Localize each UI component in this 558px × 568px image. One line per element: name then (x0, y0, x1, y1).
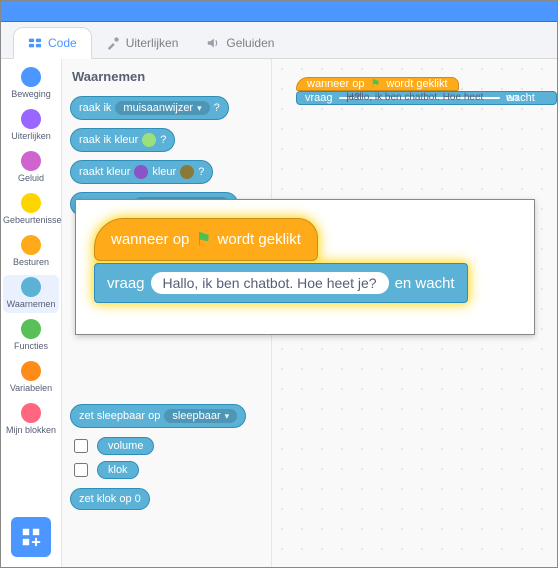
zoom-overlay: wanneer op ⚑ wordt geklikt vraag Hallo, … (75, 199, 535, 335)
cat-sound[interactable]: Geluid (3, 149, 59, 187)
zoom-block-ask-and-wait[interactable]: vraag Hallo, ik ben chatbot. Hoe heet je… (94, 263, 468, 303)
sound-icon (206, 36, 220, 50)
tab-costumes[interactable]: Uiterlijken (92, 28, 193, 58)
reporter-volume-row: volume (70, 436, 263, 456)
cat-control-label: Besturen (13, 257, 49, 267)
zoom-script: wanneer op ⚑ wordt geklikt vraag Hallo, … (94, 218, 516, 303)
dot-sound-icon (21, 151, 41, 171)
cat-sound-label: Geluid (18, 173, 44, 183)
cat-myblocks-label: Mijn blokken (6, 425, 56, 435)
titlebar (1, 1, 557, 22)
cat-control[interactable]: Besturen (3, 233, 59, 271)
chevron-down-icon: ▾ (197, 103, 202, 114)
dot-myblocks-icon (21, 403, 41, 423)
cat-events-label: Gebeurtenissen (3, 215, 67, 225)
app-frame: Code Uiterlijken Geluiden Beweging Uiter… (0, 0, 558, 568)
add-extension-button[interactable] (11, 517, 51, 557)
dot-looks-icon (21, 109, 41, 129)
cat-myblocks[interactable]: Mijn blokken (3, 401, 59, 439)
reporter-volume[interactable]: volume (97, 437, 154, 455)
reporter-timer-row: klok (70, 460, 263, 480)
chevron-down-icon: ▾ (225, 411, 230, 422)
block-touching[interactable]: raak ik muisaanwijzer▾ ? (70, 96, 229, 120)
cat-sensing[interactable]: Waarnemen (3, 275, 59, 313)
cat-variables[interactable]: Variabelen (3, 359, 59, 397)
dropdown-draggable[interactable]: sleepbaar▾ (164, 409, 237, 423)
checkbox-volume[interactable] (74, 439, 88, 453)
block-color-touching-color[interactable]: raakt kleur kleur ? (70, 160, 213, 184)
checkbox-timer[interactable] (74, 463, 88, 477)
extension-icon (20, 526, 42, 548)
block-touching-color[interactable]: raak ik kleur ? (70, 128, 175, 152)
cat-events[interactable]: Gebeurtenissen (3, 191, 59, 229)
block-reset-timer[interactable]: zet klok op 0 (70, 488, 150, 510)
tab-code[interactable]: Code (13, 27, 92, 59)
zoom-ask-text-input[interactable]: Hallo, ik ben chatbot. Hoe heet je? (151, 272, 389, 294)
cat-variables-label: Variabelen (10, 383, 52, 393)
color-swatch-3[interactable] (180, 165, 194, 179)
brush-icon (106, 36, 120, 50)
color-swatch-1[interactable] (142, 133, 156, 147)
code-icon (28, 36, 42, 50)
dot-operators-icon (21, 319, 41, 339)
flag-icon: ⚑ (195, 229, 211, 250)
tab-costumes-label: Uiterlijken (126, 36, 179, 50)
tab-sounds[interactable]: Geluiden (192, 28, 288, 58)
dot-variables-icon (21, 361, 41, 381)
cat-operators-label: Functies (14, 341, 48, 351)
zoom-block-when-flag-clicked[interactable]: wanneer op ⚑ wordt geklikt (94, 218, 318, 261)
cat-motion[interactable]: Beweging (3, 65, 59, 103)
category-column: Beweging Uiterlijken Geluid Gebeurteniss… (1, 59, 62, 568)
cat-sensing-label: Waarnemen (7, 299, 56, 309)
tab-code-label: Code (48, 36, 77, 50)
tab-strip: Code Uiterlijken Geluiden (1, 22, 557, 59)
dot-sensing-icon (21, 277, 41, 297)
reporter-timer[interactable]: klok (97, 461, 139, 479)
block-when-flag-clicked[interactable]: wanneer op ⚑ wordt geklikt (296, 77, 459, 91)
tab-sounds-label: Geluiden (226, 36, 274, 50)
cat-looks-label: Uiterlijken (11, 131, 51, 141)
block-set-draggable[interactable]: zet sleepbaar op sleepbaar▾ (70, 404, 246, 428)
cat-operators[interactable]: Functies (3, 317, 59, 355)
dot-control-icon (21, 235, 41, 255)
dot-events-icon (21, 193, 41, 213)
ask-text-input[interactable]: Hallo, ik ben chatbot. Hoe heet je? (339, 97, 501, 99)
color-swatch-2[interactable] (134, 165, 148, 179)
dot-motion-icon (21, 67, 41, 87)
cat-motion-label: Beweging (11, 89, 51, 99)
palette-heading: Waarnemen (72, 69, 261, 84)
block-ask-and-wait[interactable]: vraag Hallo, ik ben chatbot. Hoe heet je… (296, 91, 557, 105)
dropdown-touching[interactable]: muisaanwijzer▾ (115, 101, 209, 115)
script-stack[interactable]: wanneer op ⚑ wordt geklikt vraag Hallo, … (296, 77, 557, 105)
cat-looks[interactable]: Uiterlijken (3, 107, 59, 145)
